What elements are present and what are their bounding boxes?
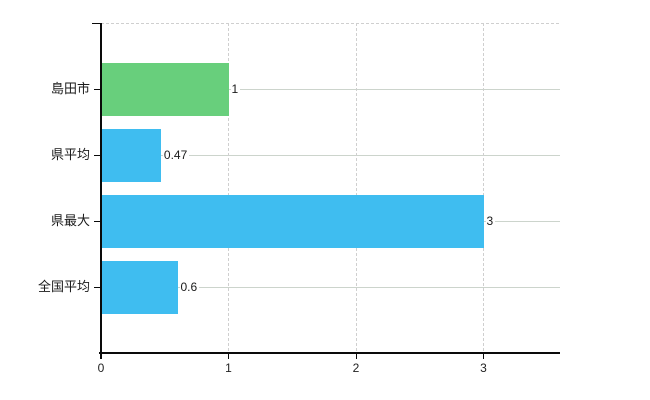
bar-value-label: 0.6 bbox=[179, 279, 200, 295]
category-tick bbox=[94, 88, 101, 90]
x-axis-tick-label: 1 bbox=[225, 361, 232, 375]
x-axis-tick-label: 3 bbox=[480, 361, 487, 375]
horizontal-gridline bbox=[101, 154, 560, 156]
bar-0 bbox=[101, 62, 229, 116]
category-label: 島田市 bbox=[50, 81, 90, 96]
vertical-gridline bbox=[228, 23, 229, 353]
horizontal-gridline bbox=[101, 286, 560, 288]
category-tick bbox=[94, 154, 101, 156]
x-axis-tick bbox=[355, 354, 357, 359]
x-axis-tick-label: 0 bbox=[97, 361, 105, 375]
category-label: 県最大 bbox=[50, 213, 90, 228]
x-axis-tick bbox=[483, 354, 484, 359]
bar-value-label: 1 bbox=[230, 81, 241, 97]
bar-3 bbox=[101, 260, 178, 314]
plot-top-border bbox=[101, 23, 560, 24]
category-tick bbox=[94, 286, 101, 288]
category-label: 全国平均 bbox=[37, 279, 90, 294]
horizontal-gridline bbox=[101, 88, 560, 90]
x-axis-tick bbox=[100, 354, 102, 359]
bar-1 bbox=[101, 128, 161, 182]
x-axis-line bbox=[99, 352, 560, 354]
vertical-gridline bbox=[483, 23, 484, 353]
x-axis-tick-label: 2 bbox=[352, 361, 360, 375]
bar-value-label: 3 bbox=[485, 213, 496, 229]
y-axis-top-tick bbox=[92, 23, 101, 24]
plot-area: 1 0.47 3 0.6 bbox=[92, 23, 560, 359]
x-axis-tick bbox=[228, 354, 229, 359]
category-tick bbox=[94, 220, 101, 222]
vertical-gridline bbox=[355, 23, 357, 353]
bar-2 bbox=[101, 194, 484, 248]
category-label: 県平均 bbox=[50, 147, 90, 162]
y-axis-line bbox=[100, 23, 102, 359]
bar-value-label: 0.47 bbox=[162, 147, 190, 163]
